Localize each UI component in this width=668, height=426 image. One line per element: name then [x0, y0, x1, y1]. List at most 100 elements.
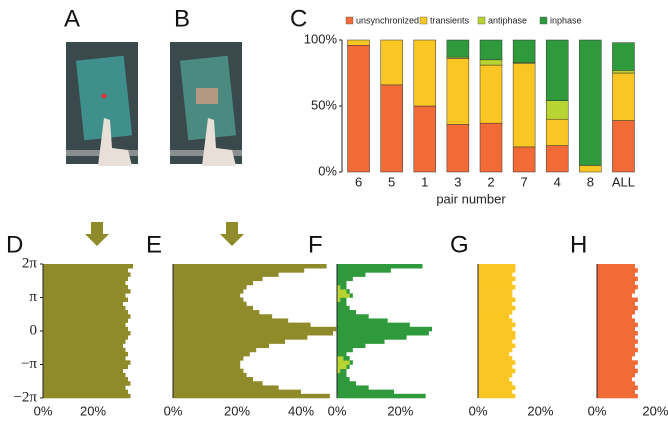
histogram-bar [43, 377, 128, 381]
photo-b [170, 42, 242, 166]
histogram-bar [597, 285, 638, 289]
histogram-bar [597, 356, 632, 360]
histogram-bar [350, 360, 353, 364]
histogram-bar [173, 360, 240, 364]
histogram-bar [597, 298, 638, 302]
x-tick-label: 5 [388, 174, 395, 189]
histogram-bar [478, 365, 512, 369]
histogram-bar [597, 344, 635, 348]
histogram-bar [173, 306, 253, 310]
histogram-bar [337, 339, 385, 343]
histogram-bar [597, 352, 635, 356]
bar-segment [612, 70, 634, 73]
histogram-bar [478, 390, 512, 394]
histogram-bar [173, 344, 269, 348]
histogram-bar [337, 373, 347, 377]
histogram-bar [43, 356, 126, 360]
x-tick-label: 0% [34, 403, 53, 418]
histogram-bar [43, 335, 128, 339]
legend-swatch [540, 17, 547, 24]
histogram-bar [347, 289, 350, 293]
histogram-bar [337, 377, 350, 381]
histogram-bar [43, 331, 131, 335]
histogram-bar [337, 302, 347, 306]
histogram-bar [173, 394, 330, 398]
histogram-bar [597, 310, 635, 314]
bar-segment [612, 121, 634, 172]
histogram-bar [597, 268, 638, 272]
histogram-bar [478, 323, 515, 327]
legend-label: inphase [550, 15, 582, 25]
histogram-bar [43, 293, 126, 297]
histogram-bar [43, 314, 131, 318]
x-tick-label: 1 [421, 174, 428, 189]
histogram-bar [597, 369, 638, 373]
histogram-bar [597, 264, 635, 268]
bar-segment [546, 119, 568, 145]
histogram-bar [337, 356, 343, 360]
arrow [220, 222, 244, 246]
histogram-bar [597, 385, 638, 389]
histogram-bar [478, 289, 512, 293]
x-tick-label: 8 [587, 174, 594, 189]
bar-segment [447, 58, 469, 124]
histogram-bar [337, 344, 366, 348]
x-tick-label: 20% [642, 403, 668, 418]
histogram-bar [340, 285, 346, 289]
histogram-bar [478, 385, 515, 389]
histogram-bar [337, 289, 347, 293]
histogram-bar [478, 302, 512, 306]
histogram-bar [43, 348, 126, 352]
histogram-bar [43, 381, 131, 385]
x-tick-label: 0% [469, 403, 488, 418]
histogram-bar [173, 277, 263, 281]
histogram-bar [43, 268, 128, 272]
histogram-bar [478, 344, 515, 348]
histogram-bar [478, 298, 515, 302]
histogram-bar [173, 318, 288, 322]
histogram-bar [173, 365, 240, 369]
histogram-bar [597, 339, 638, 343]
legend-label: unsynchronized [356, 15, 419, 25]
bar-segment [414, 106, 436, 172]
y-tick-label: 50% [311, 97, 337, 112]
histogram-bar [597, 289, 635, 293]
histogram-bar [340, 298, 346, 302]
bar-segment [381, 85, 403, 172]
histogram-bar [597, 360, 638, 364]
bar-segment [513, 40, 535, 62]
histogram-bar [43, 327, 128, 331]
histogram-bar [478, 360, 515, 364]
histogram-bar [337, 348, 353, 352]
histogram-bar [337, 381, 356, 385]
histogram-bar [173, 314, 272, 318]
panel-label: B [174, 5, 190, 32]
figure: A B C D E F G H 0%50%100%65132748ALLpair… [0, 0, 668, 426]
histogram-bar [43, 310, 128, 314]
histogram-bar [337, 394, 426, 398]
histogram-bar [337, 323, 410, 327]
y-tick-label: 0% [318, 163, 337, 178]
histogram-bar [597, 327, 635, 331]
histogram-bar [173, 310, 259, 314]
histogram-bar [43, 298, 128, 302]
histogram-bar [478, 339, 512, 343]
histogram-bar [173, 285, 247, 289]
histogram-bar [43, 394, 131, 398]
histogram-bar [337, 264, 423, 268]
bar-segment [513, 64, 535, 147]
panel-label: H [570, 231, 587, 258]
histogram-bar [337, 281, 347, 285]
y-tick-label: π [29, 289, 37, 305]
histogram-bar [173, 352, 250, 356]
histogram-bar [478, 318, 512, 322]
histogram-bar [173, 335, 307, 339]
y-tick-label: 100% [304, 31, 338, 46]
histogram-bar [43, 365, 128, 369]
histogram-bar [43, 352, 128, 356]
histogram-bar [337, 277, 353, 281]
histogram-bar [43, 302, 123, 306]
histogram-bar [478, 335, 515, 339]
x-tick-label: 7 [520, 174, 527, 189]
histogram-bar [173, 289, 243, 293]
